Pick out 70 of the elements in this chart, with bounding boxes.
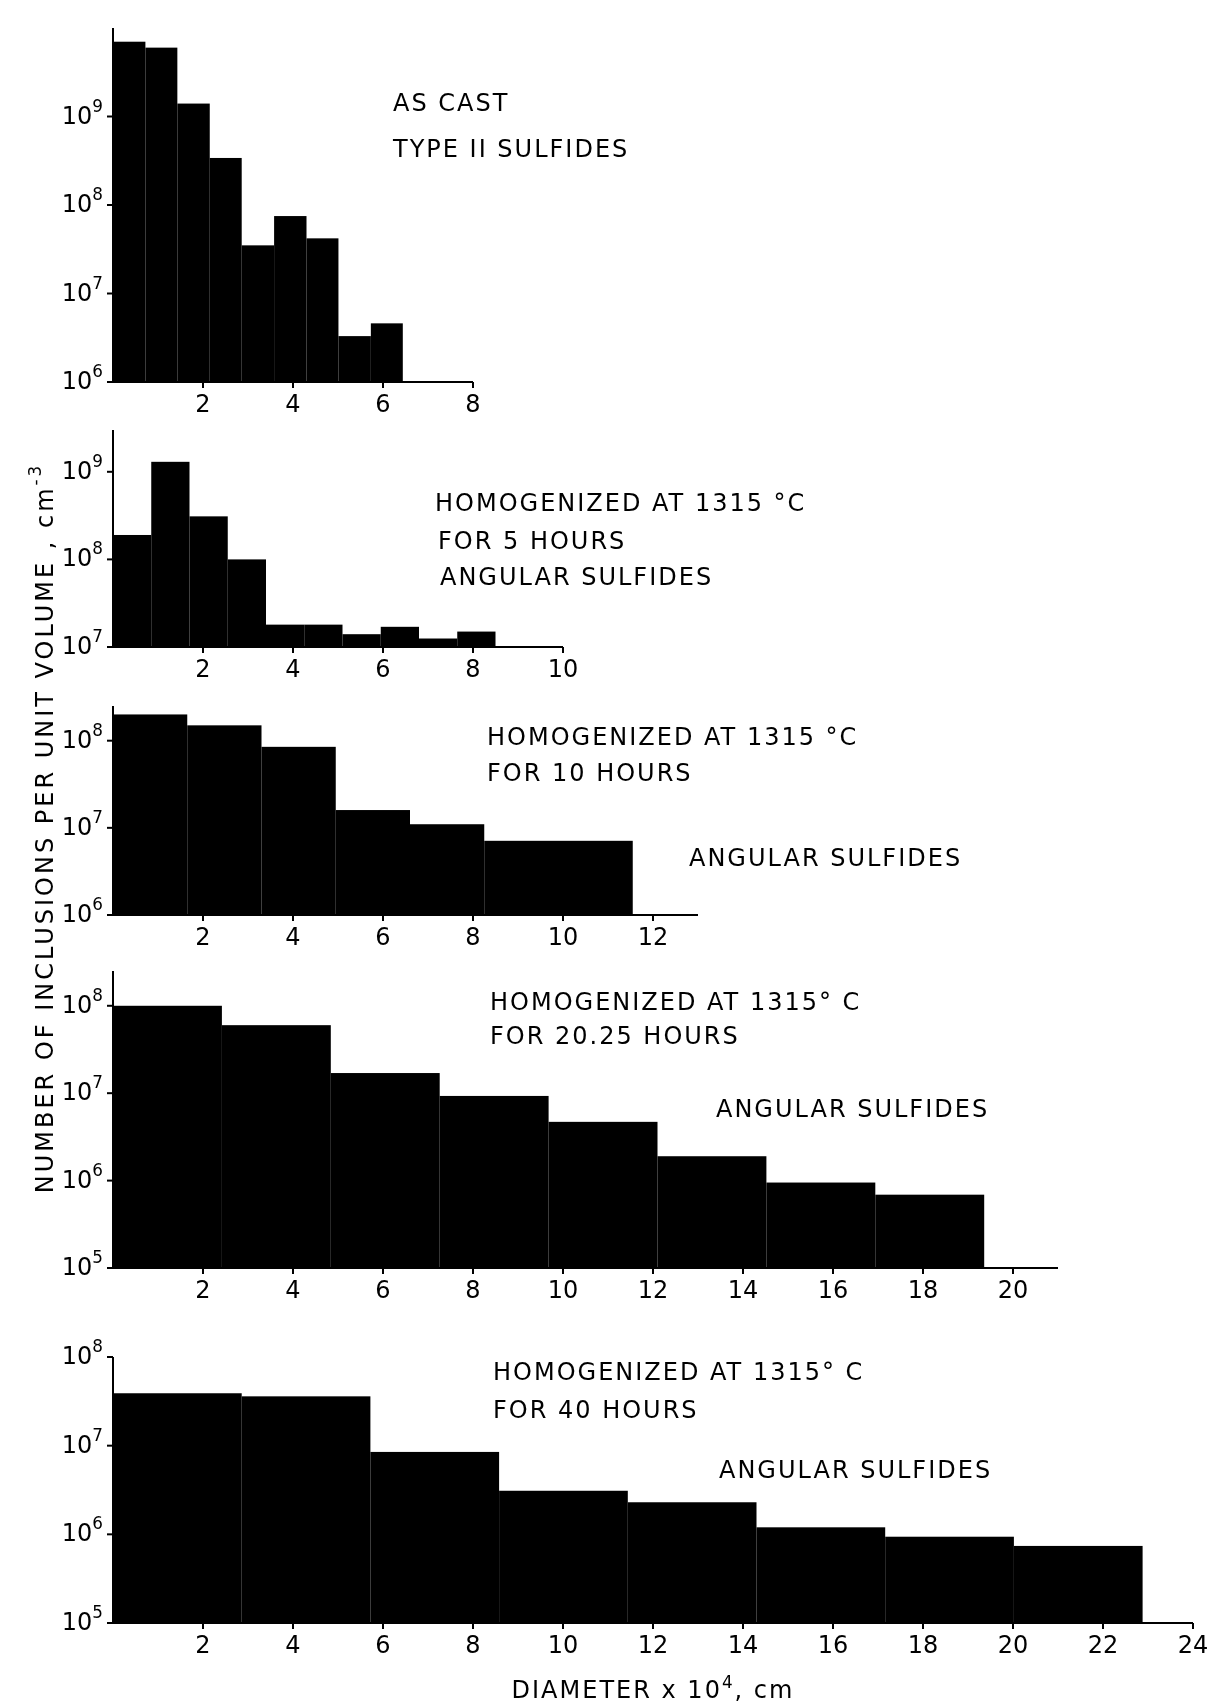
x-tick-label: 8 (465, 1631, 481, 1659)
annotation: ANGULAR SULFIDES (716, 1095, 990, 1123)
x-tick-label: 14 (727, 1276, 759, 1304)
x-tick-label: 10 (547, 1631, 579, 1659)
y-tick-label: 10$^{7}$ (61, 272, 103, 307)
x-tick-label: 24 (1177, 1631, 1209, 1659)
x-tick-label: 4 (285, 1631, 301, 1659)
y-tick-label: 10$^{6}$ (61, 361, 103, 395)
y-tick-label: 10$^{8}$ (61, 1336, 103, 1370)
x-tick-label: 4 (285, 1276, 301, 1304)
x-tick-label: 10 (547, 655, 579, 683)
x-tick-label: 4 (285, 655, 301, 683)
x-tick-label: 2 (195, 655, 211, 683)
y-tick-label: 10$^{8}$ (61, 538, 103, 573)
annotation: HOMOGENIZED AT 1315° C (493, 1358, 865, 1386)
x-tick-label: 8 (465, 655, 481, 683)
annotation: FOR 5 HOURS (438, 527, 627, 555)
x-tick-label: 8 (465, 923, 481, 951)
x-tick-label: 18 (907, 1631, 939, 1659)
annotation: ANGULAR SULFIDES (689, 844, 963, 872)
y-tick-label: 10$^{9}$ (61, 95, 103, 130)
annotation: HOMOGENIZED AT 1315 °C (487, 723, 859, 751)
x-tick-label: 6 (375, 1631, 391, 1659)
x-tick-label: 4 (285, 390, 301, 418)
x-tick-label: 12 (637, 1276, 669, 1304)
y-tick-label: 10$^{8}$ (61, 719, 103, 754)
x-tick-label: 18 (907, 1276, 939, 1304)
annotation: AS CAST (393, 89, 510, 117)
x-tick-label: 6 (375, 1276, 391, 1304)
annotation: FOR 10 HOURS (487, 759, 693, 787)
x-tick-label: 8 (465, 1276, 481, 1304)
annotation: FOR 20.25 HOURS (490, 1022, 740, 1050)
y-tick-label: 10$^{9}$ (61, 450, 103, 485)
annotation: HOMOGENIZED AT 1315 °C (435, 489, 807, 517)
y-tick-label: 10$^{5}$ (61, 1602, 103, 1636)
y-tick-label: 10$^{7}$ (61, 626, 103, 660)
x-tick-label: 4 (285, 923, 301, 951)
x-tick-label: 6 (375, 655, 391, 683)
annotation: HOMOGENIZED AT 1315° C (490, 988, 862, 1016)
x-tick-label: 14 (727, 1631, 759, 1659)
x-tick-label: 12 (637, 1631, 669, 1659)
y-tick-label: 10$^{8}$ (61, 184, 103, 218)
y-tick-label: 10$^{6}$ (61, 1513, 103, 1548)
y-tick-label: 10$^{7}$ (61, 1424, 103, 1459)
y-tick-label: 10$^{7}$ (61, 1072, 103, 1107)
y-tick-label: 10$^{6}$ (61, 894, 103, 928)
x-tick-label: 22 (1087, 1631, 1119, 1659)
x-axis-title: DIAMETER x 10$^{4}$, cm (511, 1672, 795, 1704)
x-tick-label: 2 (195, 923, 211, 951)
annotation: FOR 40 HOURS (493, 1396, 699, 1424)
x-tick-label: 20 (997, 1276, 1029, 1304)
x-tick-label: 16 (817, 1631, 849, 1659)
x-tick-label: 8 (465, 390, 481, 418)
x-tick-label: 10 (547, 1276, 579, 1304)
y-tick-label: 10$^{6}$ (61, 1159, 103, 1194)
y-tick-label: 10$^{7}$ (61, 806, 103, 841)
x-tick-label: 16 (817, 1276, 849, 1304)
x-tick-label: 6 (375, 923, 391, 951)
annotation: TYPE II SULFIDES (392, 135, 630, 163)
x-tick-label: 12 (637, 923, 669, 951)
x-tick-label: 2 (195, 1631, 211, 1659)
annotation: ANGULAR SULFIDES (440, 563, 714, 591)
x-tick-label: 10 (547, 923, 579, 951)
x-tick-label: 2 (195, 390, 211, 418)
x-tick-label: 2 (195, 1276, 211, 1304)
y-tick-label: 10$^{8}$ (61, 984, 103, 1019)
y-tick-label: 10$^{5}$ (61, 1247, 103, 1281)
x-tick-label: 20 (997, 1631, 1029, 1659)
x-tick-label: 6 (375, 390, 391, 418)
annotation: ANGULAR SULFIDES (719, 1456, 993, 1484)
